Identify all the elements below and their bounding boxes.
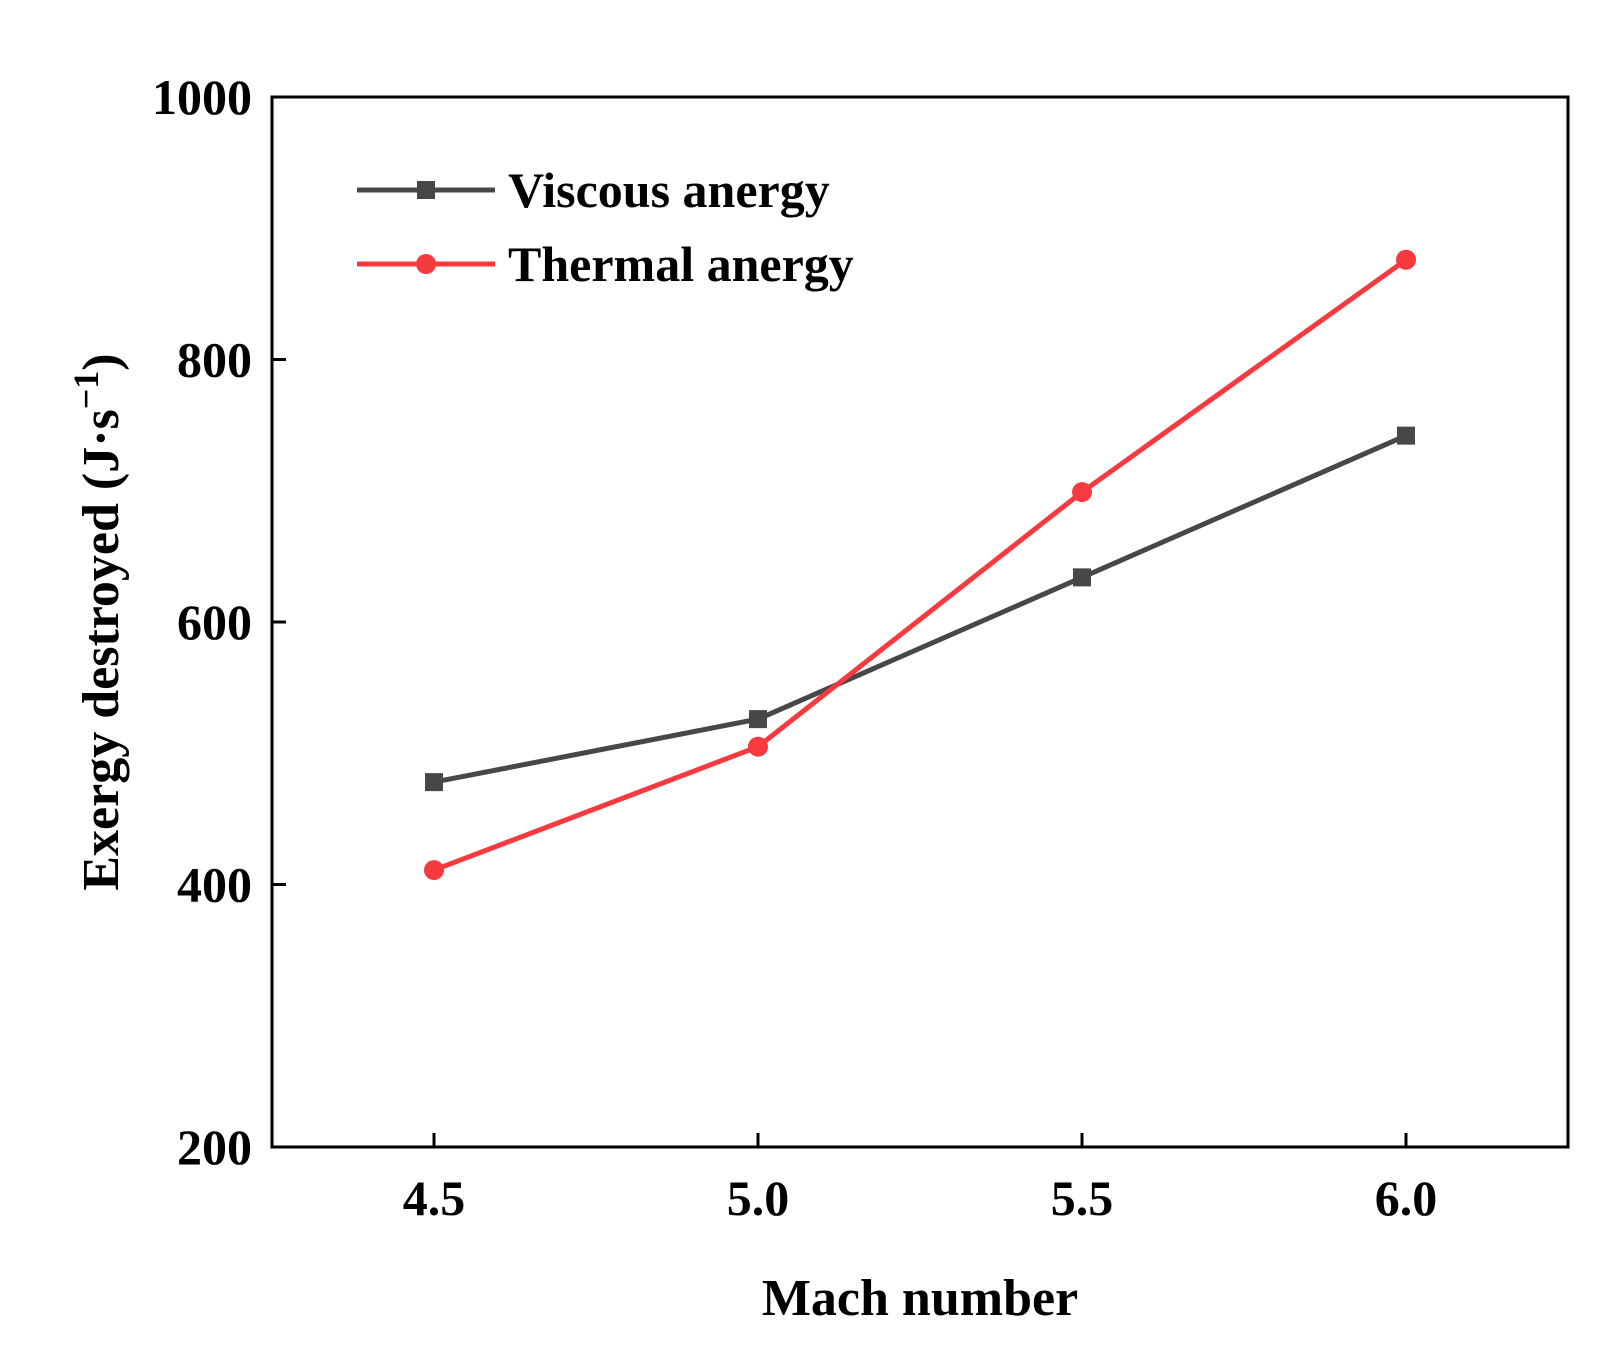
y-tick-label: 800: [177, 332, 252, 388]
x-tick-label: 5.5: [1051, 1170, 1114, 1226]
legend-label: Thermal anergy: [508, 236, 854, 292]
data-point: [1396, 249, 1416, 270]
data-point: [1072, 482, 1092, 503]
y-axis-title-close: ): [73, 353, 130, 370]
data-point: [1073, 568, 1091, 587]
legend-item: Viscous anergy: [357, 162, 830, 218]
x-axis-ticks: 4.5 5.0 5.5 6.0: [403, 1133, 1438, 1226]
legend-item: Thermal anergy: [357, 236, 854, 292]
y-tick-label: 600: [177, 594, 252, 650]
y-axis-ticks: 200 400 600 800 1000: [152, 69, 286, 1175]
series-layer: [424, 249, 1416, 881]
data-point: [1397, 426, 1415, 445]
data-point: [424, 860, 444, 881]
x-tick-label: 4.5: [403, 1170, 466, 1226]
data-point: [748, 736, 768, 757]
y-tick-label: 1000: [152, 69, 252, 125]
x-tick-label: 6.0: [1375, 1170, 1438, 1226]
y-axis-title-superscript: −1: [66, 371, 106, 410]
legend-swatch-marker: [417, 181, 435, 199]
data-point: [749, 710, 767, 729]
data-point: [425, 773, 443, 792]
y-axis-title-main: Exergy destroyed (J·s: [73, 409, 130, 890]
legend-label: Viscous anergy: [508, 162, 830, 218]
legend-swatch-marker: [416, 254, 436, 274]
y-tick-label: 400: [177, 857, 252, 913]
series-line: [433, 433, 1408, 785]
series-line: [433, 257, 1408, 873]
y-axis-title: Exergy destroyed (J·s−1): [66, 353, 130, 890]
x-tick-label: 5.0: [727, 1170, 790, 1226]
legend: Viscous anergy Thermal anergy: [357, 162, 854, 292]
y-tick-label: 200: [177, 1119, 252, 1175]
x-axis-title: Mach number: [762, 1270, 1078, 1327]
series-2: [424, 249, 1416, 881]
series-1: [425, 426, 1415, 792]
